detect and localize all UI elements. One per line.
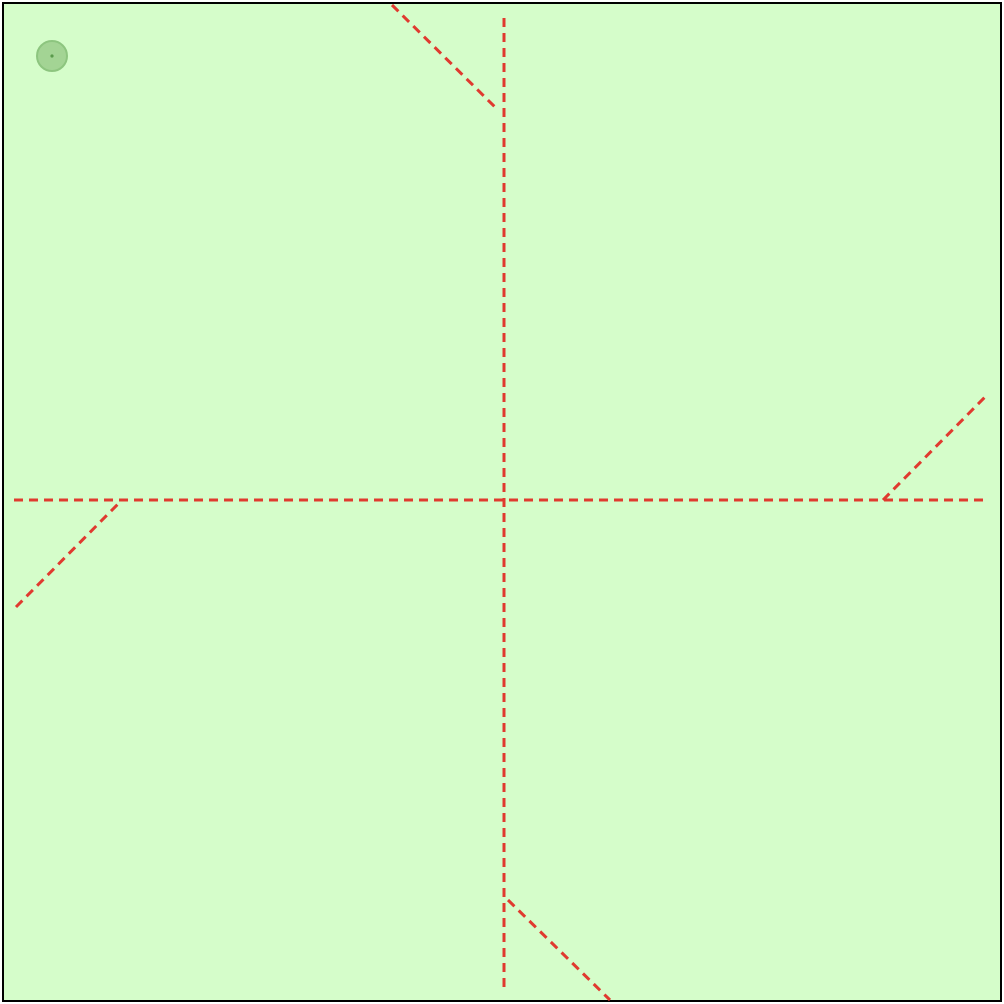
top-diagonal-flap-line (390, 3, 500, 112)
fold-lines (14, 3, 990, 1002)
left-diagonal-flap-line (14, 501, 121, 609)
corner-circle-marker (36, 40, 68, 72)
marker-center-dot (50, 54, 54, 58)
bottom-diagonal-flap-line (506, 898, 612, 1002)
right-diagonal-flap-line (881, 392, 990, 502)
